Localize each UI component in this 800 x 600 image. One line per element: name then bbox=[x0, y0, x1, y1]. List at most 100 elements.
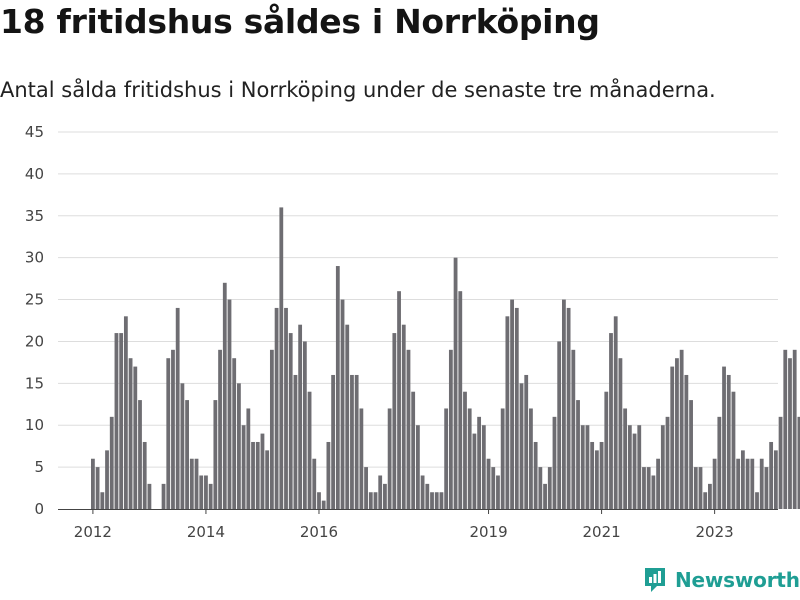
bar bbox=[232, 358, 237, 509]
bar bbox=[547, 467, 552, 509]
bar bbox=[604, 391, 609, 509]
bar bbox=[91, 458, 95, 509]
bar bbox=[566, 307, 571, 509]
bar bbox=[105, 450, 109, 509]
newsworthy-logo-icon bbox=[645, 568, 665, 592]
bar bbox=[434, 492, 439, 509]
bar bbox=[420, 475, 425, 509]
bar bbox=[472, 433, 477, 509]
bar bbox=[237, 383, 241, 509]
y-axis-ticks: 0 5 10 15 20 25 30 35 40 45 bbox=[25, 123, 44, 518]
x-tick-label: 2014 bbox=[187, 523, 225, 541]
bar bbox=[684, 374, 689, 509]
bar bbox=[138, 400, 142, 509]
bar bbox=[571, 349, 576, 509]
bar bbox=[373, 492, 378, 509]
bar bbox=[576, 400, 580, 509]
bar bbox=[119, 333, 124, 509]
bar bbox=[189, 458, 194, 509]
bar bbox=[335, 266, 340, 509]
bar bbox=[307, 391, 312, 509]
bar bbox=[557, 341, 562, 509]
bar bbox=[665, 416, 670, 509]
bar bbox=[241, 425, 246, 509]
bar bbox=[769, 441, 774, 509]
bar bbox=[312, 458, 317, 509]
bar bbox=[708, 483, 712, 509]
bar bbox=[123, 316, 128, 509]
bar bbox=[251, 441, 255, 509]
bar bbox=[406, 349, 411, 509]
bar bbox=[430, 492, 434, 509]
y-tick-label: 5 bbox=[34, 458, 44, 476]
bar bbox=[698, 467, 703, 509]
x-axis-ticks: 2012201420162019202120232025 bbox=[74, 509, 734, 541]
bar bbox=[627, 425, 632, 509]
bar bbox=[255, 441, 260, 509]
bar bbox=[679, 349, 684, 509]
bar bbox=[208, 483, 213, 509]
bar bbox=[590, 441, 595, 509]
bar bbox=[543, 483, 547, 509]
bar bbox=[401, 324, 406, 509]
y-tick-label: 25 bbox=[25, 291, 44, 309]
bar bbox=[109, 416, 114, 509]
bar bbox=[632, 433, 637, 509]
bar bbox=[204, 475, 208, 509]
bar bbox=[302, 341, 307, 509]
bar bbox=[274, 307, 279, 509]
bar bbox=[689, 400, 693, 509]
bar bbox=[533, 441, 538, 509]
bar bbox=[288, 333, 293, 509]
bar bbox=[378, 475, 383, 509]
bar bbox=[387, 408, 392, 509]
x-tick-label: 2016 bbox=[300, 523, 338, 541]
bar bbox=[797, 416, 800, 509]
x-tick-label: 2019 bbox=[469, 523, 507, 541]
bar bbox=[397, 291, 401, 509]
bar bbox=[218, 349, 222, 509]
bar bbox=[656, 458, 660, 509]
bar bbox=[133, 366, 138, 509]
bar bbox=[792, 349, 797, 509]
bar bbox=[773, 450, 778, 509]
bar bbox=[128, 358, 133, 509]
bar bbox=[171, 349, 175, 509]
bar bbox=[637, 425, 642, 509]
bar bbox=[293, 374, 298, 509]
bar bbox=[755, 492, 759, 509]
bar bbox=[331, 374, 336, 509]
bar bbox=[642, 467, 646, 509]
bar bbox=[623, 408, 628, 509]
bar bbox=[265, 450, 270, 509]
bar bbox=[524, 374, 529, 509]
bar bbox=[750, 458, 755, 509]
bar bbox=[425, 483, 430, 509]
brand-logo: Newsworthy bbox=[643, 566, 800, 594]
y-tick-label: 10 bbox=[25, 416, 44, 434]
bar bbox=[496, 475, 500, 509]
bar bbox=[467, 408, 472, 509]
y-tick-label: 20 bbox=[25, 332, 44, 350]
bar-chart: 0 5 10 15 20 25 30 35 40 45 2012 2014 2016 2019 2021 2… bbox=[25, 123, 800, 541]
bar bbox=[463, 391, 467, 509]
bar bbox=[350, 374, 354, 509]
bar bbox=[213, 400, 218, 509]
bar bbox=[95, 467, 100, 509]
bar bbox=[717, 416, 722, 509]
y-tick-label: 35 bbox=[25, 207, 44, 225]
bar bbox=[481, 425, 486, 509]
bar bbox=[142, 441, 147, 509]
bar bbox=[613, 316, 618, 509]
bar bbox=[562, 299, 566, 509]
bar bbox=[599, 441, 604, 509]
bar bbox=[161, 483, 166, 509]
bar bbox=[505, 316, 510, 509]
bar bbox=[660, 425, 665, 509]
bar bbox=[175, 307, 180, 509]
bar bbox=[618, 358, 623, 509]
bar bbox=[477, 416, 482, 509]
bar bbox=[199, 475, 204, 509]
bar bbox=[675, 358, 679, 509]
y-tick-label: 0 bbox=[34, 500, 44, 518]
